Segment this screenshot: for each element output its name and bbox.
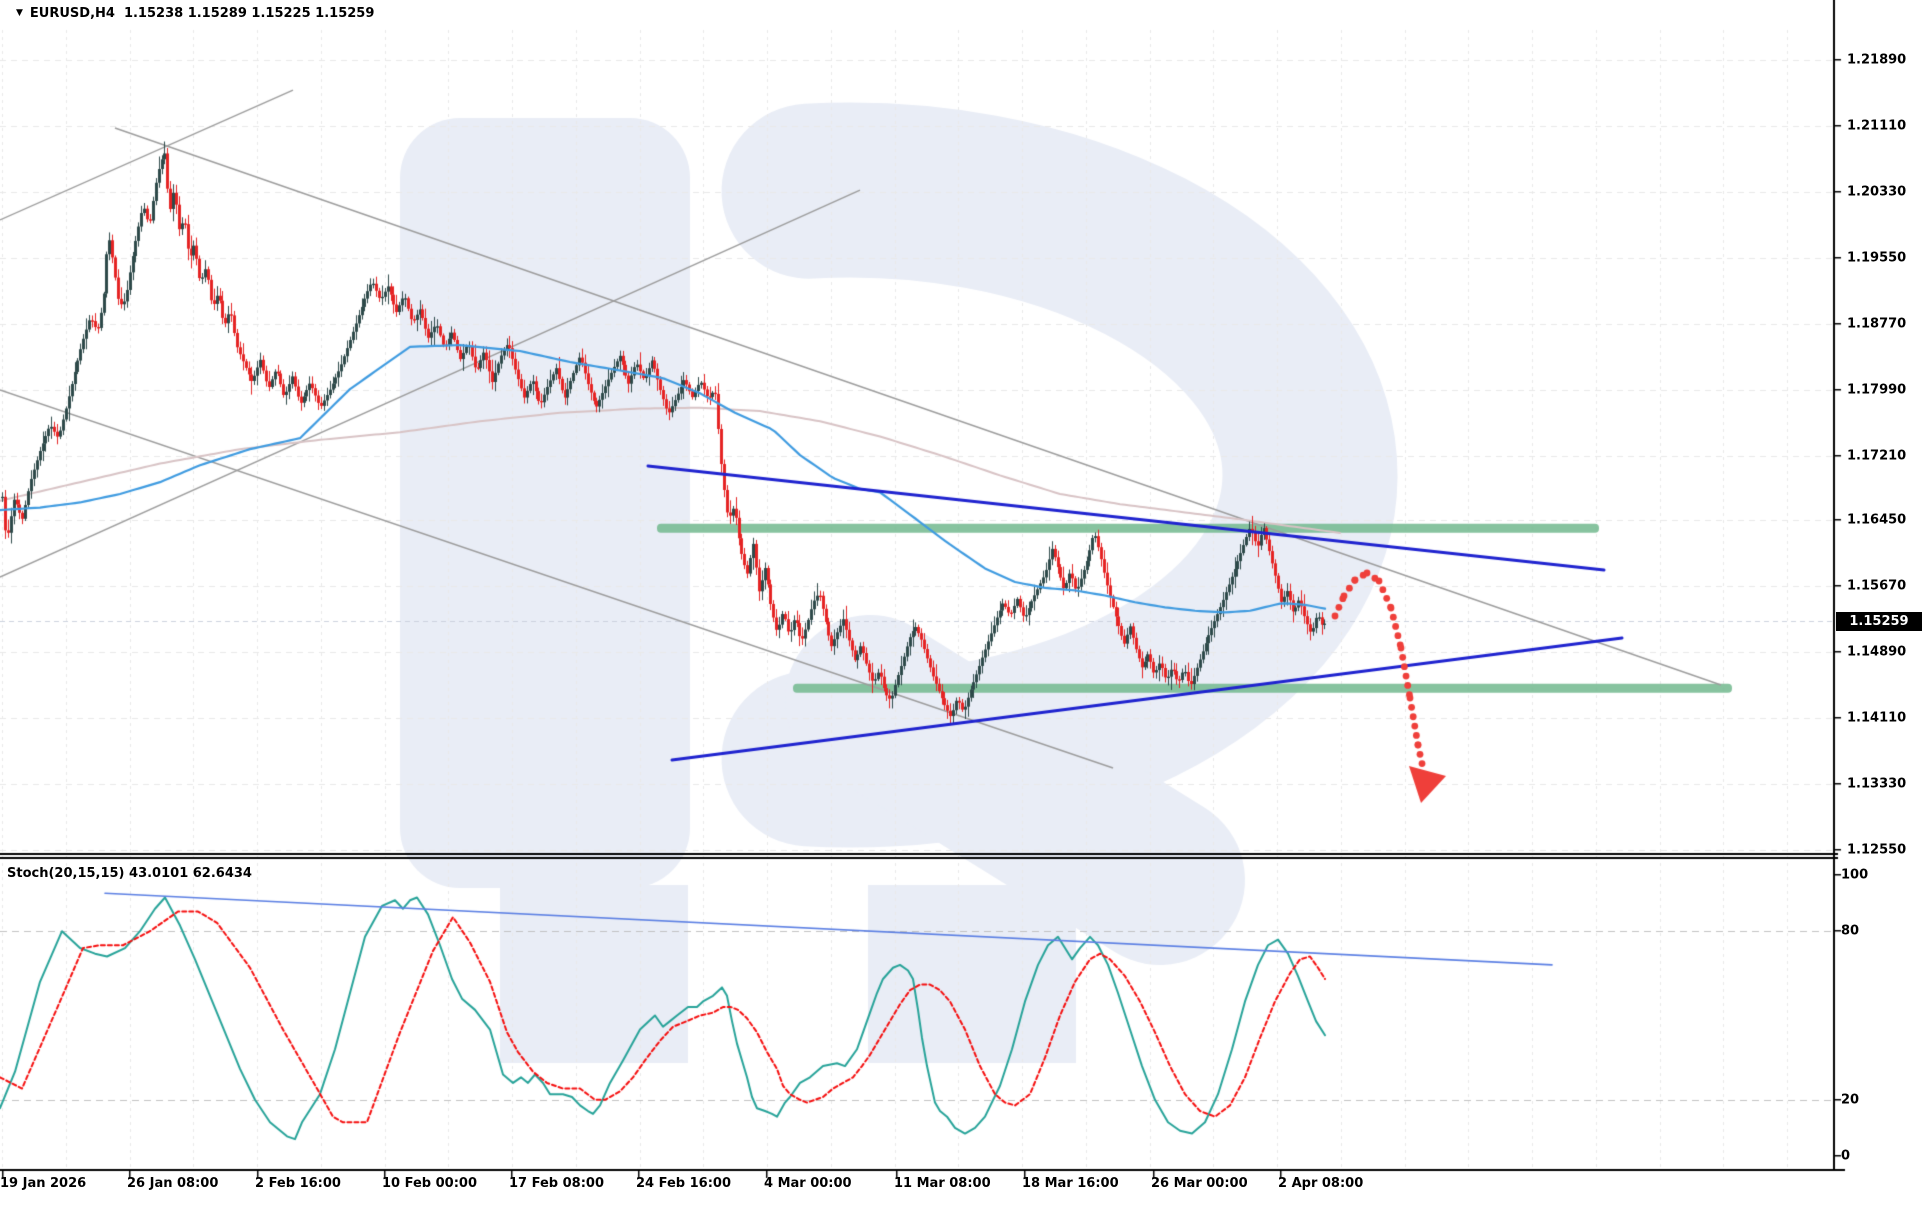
price-axis-label: 1.13330: [1847, 776, 1907, 792]
price-axis-label: 1.18770: [1847, 316, 1907, 332]
price-axis-label: 1.21890: [1847, 52, 1907, 68]
time-axis-label: 26 Mar 00:00: [1151, 1176, 1248, 1191]
stoch-axis-label: 20: [1841, 1092, 1860, 1108]
stoch-axis-label: 100: [1841, 867, 1869, 883]
symbol-title: EURUSD,H4: [29, 6, 115, 21]
stoch-indicator-label: Stoch(20,15,15) 43.0101 62.6434: [7, 866, 252, 881]
stoch-axis-label: 0: [1841, 1148, 1851, 1164]
time-axis-label: 24 Feb 16:00: [636, 1176, 731, 1191]
price-axis-label: 1.16450: [1847, 512, 1907, 528]
time-axis-label: 19 Jan 2026: [0, 1176, 87, 1191]
price-axis-label: 1.15670: [1847, 578, 1907, 594]
price-axis-label: 1.17990: [1847, 382, 1907, 398]
time-axis-label: 10 Feb 00:00: [382, 1176, 477, 1191]
ohlc-quote: 1.15238 1.15289 1.15225 1.15259: [123, 6, 375, 21]
price-axis-label: 1.14890: [1847, 644, 1907, 660]
time-axis-label: 18 Mar 16:00: [1022, 1176, 1119, 1191]
time-axis-label: 11 Mar 08:00: [894, 1176, 991, 1191]
price-axis-label: 1.12550: [1847, 842, 1907, 858]
stoch-axis-label: 80: [1841, 923, 1860, 939]
time-axis-label: 17 Feb 08:00: [509, 1176, 604, 1191]
time-axis-label: 2 Apr 08:00: [1278, 1176, 1364, 1191]
symbol-header: ▼ EURUSD,H4 1.15238 1.15289 1.15225 1.1525…: [16, 6, 374, 21]
chevron-down-icon[interactable]: ▼: [16, 8, 23, 18]
time-axis-label: 26 Jan 08:00: [127, 1176, 219, 1191]
price-axis-label: 1.21110: [1847, 118, 1907, 134]
price-axis-label: 1.17210: [1847, 448, 1907, 464]
price-axis-label: 1.14110: [1847, 710, 1907, 726]
current-price-tag: 1.15259: [1836, 612, 1922, 631]
price-axis-label: 1.20330: [1847, 184, 1907, 200]
time-axis-label: 2 Feb 16:00: [255, 1176, 341, 1191]
price-axis-label: 1.19550: [1847, 250, 1907, 266]
time-axis-label: 4 Mar 00:00: [764, 1176, 852, 1191]
